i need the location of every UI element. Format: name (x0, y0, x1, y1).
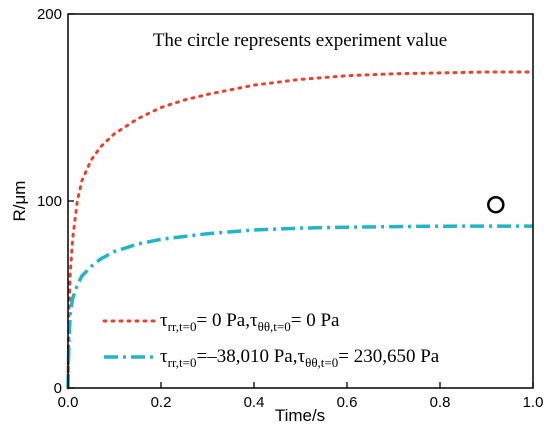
x-tick-label: 0.2 (151, 394, 172, 411)
series-lines (66, 70, 535, 390)
legend-2-sub1: rr,t=0 (168, 355, 197, 370)
x-axis-title: Time/s (275, 406, 325, 425)
legend-2-sub2: θθ,t=0 (305, 355, 338, 370)
y-tick-label: 100 (37, 193, 62, 210)
experiment-points (487, 195, 505, 214)
legend-2-tau2: τ (297, 346, 305, 367)
legend-1-tau2: τ (250, 310, 258, 331)
legend-2-end: = 230,650 Pa (338, 346, 440, 367)
x-tick-label: 0.0 (58, 394, 79, 411)
legend-1-sub2: θθ,t=0 (258, 319, 291, 334)
legend-1-end: = 0 Pa (291, 310, 340, 331)
x-tick-label: 0.6 (337, 394, 358, 411)
y-tick-label: 200 (37, 6, 62, 23)
legend-label-1: τrr,t=0= 0 Pa,τθθ,t=0= 0 Pa (160, 310, 340, 334)
annotation-text: The circle represents experiment value (153, 30, 447, 51)
x-tick-label: 0.4 (244, 394, 265, 411)
y-axis-title: R/μm (10, 181, 29, 222)
series-1-line (66, 70, 535, 390)
legend-1-tau: τ (160, 310, 168, 331)
y-tick-label: 0 (54, 380, 62, 397)
experiment-point (487, 195, 505, 214)
legend-2-tau: τ (160, 346, 168, 367)
legend-label-2: τrr,t=0=–38,010 Pa,τθθ,t=0= 230,650 Pa (160, 346, 440, 370)
axis-ticks: 0.0 0.2 0.4 0.6 0.8 1.0 0 100 200 (37, 6, 543, 411)
legend: τrr,t=0= 0 Pa,τθθ,t=0= 0 Pa τrr,t=0=–38,… (102, 310, 440, 370)
legend-1-mid: = 0 Pa, (196, 310, 249, 331)
x-tick-label: 1.0 (523, 394, 544, 411)
legend-2-mid: =–38,010 Pa, (196, 346, 297, 367)
series-2-line (66, 224, 533, 389)
legend-1-sub1: rr,t=0 (168, 319, 197, 334)
x-tick-label: 0.8 (430, 394, 451, 411)
plot-frame (67, 13, 534, 389)
